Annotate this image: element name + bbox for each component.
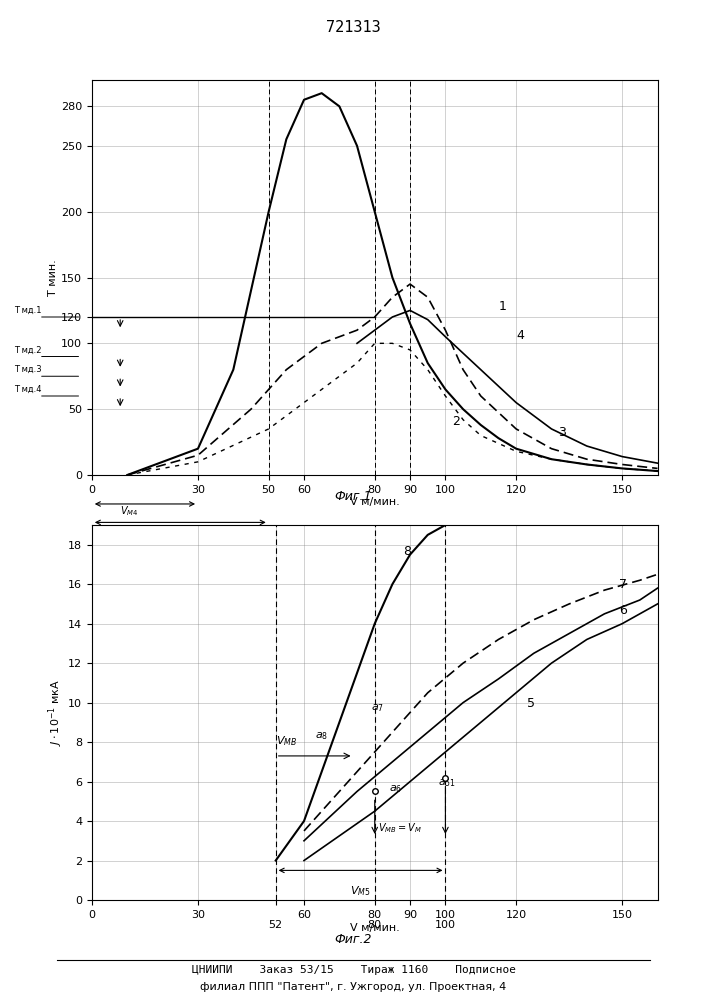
Text: 4: 4 (516, 329, 524, 342)
X-axis label: V м/мин.: V м/мин. (350, 497, 399, 507)
Text: T мд.1: T мд.1 (15, 306, 42, 315)
Text: 2: 2 (452, 415, 460, 428)
Text: T мд.4: T мд.4 (15, 385, 42, 394)
Text: филиал ППП "Патент", г. Ужгород, ул. Проектная, 4: филиал ППП "Патент", г. Ужгород, ул. Про… (200, 982, 507, 992)
Text: $V_{MB}{=}V_M$: $V_{MB}{=}V_M$ (378, 821, 422, 835)
Text: 3: 3 (559, 426, 566, 438)
Text: $V_{M4}$: $V_{M4}$ (120, 504, 139, 518)
Text: 5: 5 (527, 697, 534, 710)
Text: $a_7$: $a_7$ (371, 703, 384, 714)
Text: $V_{M5}$: $V_{M5}$ (350, 884, 370, 898)
Text: $V_{H1}$: $V_{H1}$ (198, 541, 216, 555)
Y-axis label: $J \cdot 10^{-1}$ мкА: $J \cdot 10^{-1}$ мкА (47, 679, 65, 746)
Text: ЦНИИПИ    Заказ 53/15    Тираж 1160    Подписное: ЦНИИПИ Заказ 53/15 Тираж 1160 Подписное (192, 965, 515, 975)
Text: 1: 1 (498, 300, 506, 313)
Text: Фиг.1: Фиг.1 (334, 490, 373, 503)
Text: 52: 52 (269, 920, 283, 930)
Text: 7: 7 (619, 578, 626, 591)
Text: Фиг.2: Фиг.2 (334, 933, 373, 946)
Text: 8: 8 (403, 545, 411, 558)
Text: $V_{MB}$: $V_{MB}$ (276, 734, 297, 748)
Y-axis label: T мин.: T мин. (48, 259, 58, 296)
Text: 100: 100 (435, 920, 456, 930)
Text: T мд.2: T мд.2 (15, 346, 42, 355)
X-axis label: V м/мин.: V м/мин. (350, 922, 399, 932)
Text: 721313: 721313 (326, 20, 381, 35)
Text: T мд.3: T мд.3 (14, 365, 42, 374)
Text: $V_{M3}{=}V_{H3}$: $V_{M3}{=}V_{H3}$ (120, 524, 163, 536)
Text: $a_{51}$: $a_{51}$ (438, 778, 456, 789)
Text: 6: 6 (619, 604, 626, 617)
Text: $a_6$: $a_6$ (389, 783, 402, 795)
Text: 80: 80 (368, 920, 382, 930)
Text: $a_8$: $a_8$ (315, 730, 328, 742)
